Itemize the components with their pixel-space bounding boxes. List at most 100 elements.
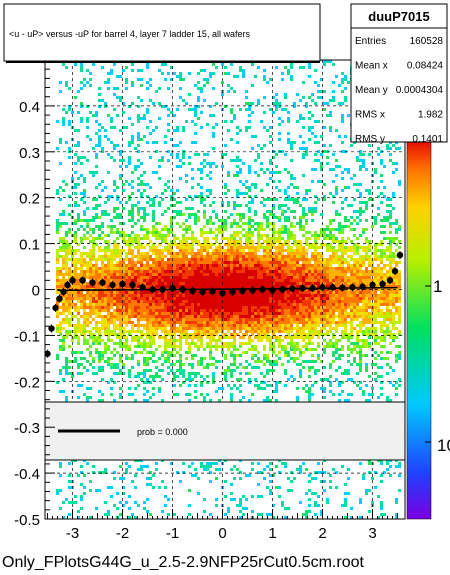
heatmap-cell bbox=[296, 267, 299, 270]
heatmap-cell bbox=[95, 330, 98, 333]
heatmap-cell bbox=[161, 363, 164, 366]
heatmap-cell bbox=[113, 471, 116, 474]
heatmap-cell bbox=[200, 279, 203, 282]
heatmap-cell bbox=[65, 111, 68, 114]
heatmap-cell bbox=[176, 246, 179, 249]
heatmap-cell bbox=[278, 171, 281, 174]
heatmap-cell bbox=[275, 387, 278, 390]
heatmap-cell bbox=[59, 345, 62, 348]
heatmap-cell bbox=[65, 141, 68, 144]
heatmap-cell bbox=[182, 369, 185, 372]
heatmap-cell bbox=[251, 267, 254, 270]
heatmap-cell bbox=[74, 282, 77, 285]
heatmap-cell bbox=[245, 192, 248, 195]
heatmap-cell bbox=[233, 348, 236, 351]
heatmap-cell bbox=[296, 297, 299, 300]
heatmap-cell bbox=[236, 204, 239, 207]
heatmap-cell bbox=[80, 372, 83, 375]
heatmap-cell bbox=[206, 249, 209, 252]
heatmap-cell bbox=[89, 72, 92, 75]
heatmap-cell bbox=[83, 261, 86, 264]
heatmap-cell bbox=[266, 183, 269, 186]
heatmap-cell bbox=[113, 270, 116, 273]
heatmap-cell bbox=[125, 297, 128, 300]
heatmap-cell bbox=[248, 207, 251, 210]
heatmap-cell bbox=[104, 324, 107, 327]
heatmap-cell bbox=[143, 375, 146, 378]
heatmap-cell bbox=[206, 303, 209, 306]
heatmap-cell bbox=[176, 369, 179, 372]
heatmap-cell bbox=[119, 96, 122, 99]
heatmap-cell bbox=[83, 258, 86, 261]
heatmap-cell bbox=[176, 255, 179, 258]
heatmap-cell bbox=[218, 315, 221, 318]
heatmap-cell bbox=[80, 273, 83, 276]
heatmap-cell bbox=[59, 294, 62, 297]
heatmap-cell bbox=[128, 270, 131, 273]
heatmap-cell bbox=[164, 306, 167, 309]
heatmap-cell bbox=[116, 96, 119, 99]
heatmap-cell bbox=[98, 294, 101, 297]
heatmap-cell bbox=[290, 357, 293, 360]
heatmap-cell bbox=[179, 273, 182, 276]
heatmap-cell bbox=[302, 267, 305, 270]
heatmap-cell bbox=[167, 276, 170, 279]
heatmap-cell bbox=[287, 351, 290, 354]
heatmap-cell bbox=[167, 351, 170, 354]
heatmap-cell bbox=[299, 273, 302, 276]
heatmap-cell bbox=[122, 312, 125, 315]
heatmap-cell bbox=[224, 480, 227, 483]
heatmap-cell bbox=[212, 252, 215, 255]
heatmap-cell bbox=[308, 327, 311, 330]
heatmap-cell bbox=[176, 291, 179, 294]
heatmap-cell bbox=[104, 270, 107, 273]
heatmap-cell bbox=[122, 264, 125, 267]
heatmap-cell bbox=[71, 501, 74, 504]
heatmap-cell bbox=[293, 255, 296, 258]
heatmap-cell bbox=[74, 285, 77, 288]
heatmap-cell bbox=[284, 210, 287, 213]
heatmap-cell bbox=[281, 72, 284, 75]
heatmap-cell bbox=[290, 231, 293, 234]
heatmap-cell bbox=[182, 282, 185, 285]
heatmap-cell bbox=[80, 102, 83, 105]
heatmap-cell bbox=[194, 285, 197, 288]
heatmap-cell bbox=[188, 309, 191, 312]
heatmap-cell bbox=[293, 276, 296, 279]
heatmap-cell bbox=[119, 276, 122, 279]
heatmap-cell bbox=[197, 336, 200, 339]
heatmap-cell bbox=[191, 258, 194, 261]
heatmap-cell bbox=[200, 270, 203, 273]
heatmap-cell bbox=[143, 324, 146, 327]
heatmap-cell bbox=[296, 198, 299, 201]
heatmap-cell bbox=[206, 381, 209, 384]
heatmap-cell bbox=[206, 363, 209, 366]
heatmap-cell bbox=[158, 273, 161, 276]
heatmap-cell bbox=[98, 279, 101, 282]
heatmap-cell bbox=[110, 252, 113, 255]
heatmap-cell bbox=[161, 273, 164, 276]
heatmap-cell bbox=[209, 192, 212, 195]
heatmap-cell bbox=[203, 282, 206, 285]
heatmap-cell bbox=[287, 186, 290, 189]
heatmap-cell bbox=[266, 81, 269, 84]
heatmap-cell bbox=[188, 72, 191, 75]
heatmap-cell bbox=[233, 159, 236, 162]
heatmap-cell bbox=[242, 162, 245, 165]
heatmap-cell bbox=[74, 333, 77, 336]
heatmap-cell bbox=[272, 306, 275, 309]
heatmap-cell bbox=[65, 288, 68, 291]
heatmap-cell bbox=[101, 258, 104, 261]
heatmap-cell bbox=[173, 198, 176, 201]
heatmap-cell bbox=[263, 249, 266, 252]
heatmap-cell bbox=[188, 489, 191, 492]
heatmap-cell bbox=[257, 318, 260, 321]
heatmap-cell bbox=[113, 303, 116, 306]
heatmap-cell bbox=[146, 276, 149, 279]
heatmap-cell bbox=[296, 243, 299, 246]
heatmap-cell bbox=[269, 294, 272, 297]
heatmap-cell bbox=[269, 297, 272, 300]
heatmap-cell bbox=[287, 306, 290, 309]
heatmap-cell bbox=[266, 354, 269, 357]
heatmap-cell bbox=[98, 315, 101, 318]
